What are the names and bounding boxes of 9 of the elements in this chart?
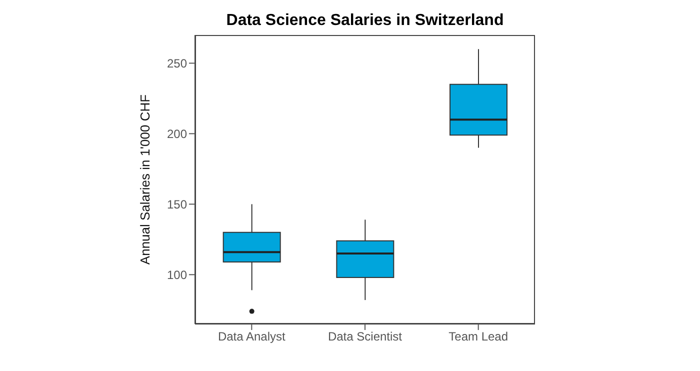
x-tick-label: Data Analyst [218, 330, 286, 344]
chart-title: Data Science Salaries in Switzerland [225, 12, 505, 30]
x-tick-label: Team Lead [448, 330, 508, 344]
x-tick-label: Data Scientist [328, 330, 403, 344]
y-tick-label: 250 [166, 56, 188, 70]
y-axis-title: Annual Salaries in 1'000 CHF [138, 94, 153, 265]
y-tick-label: 200 [166, 126, 188, 141]
y-tick-label: 100 [166, 268, 188, 282]
y-tick-label: 150 [166, 197, 188, 212]
